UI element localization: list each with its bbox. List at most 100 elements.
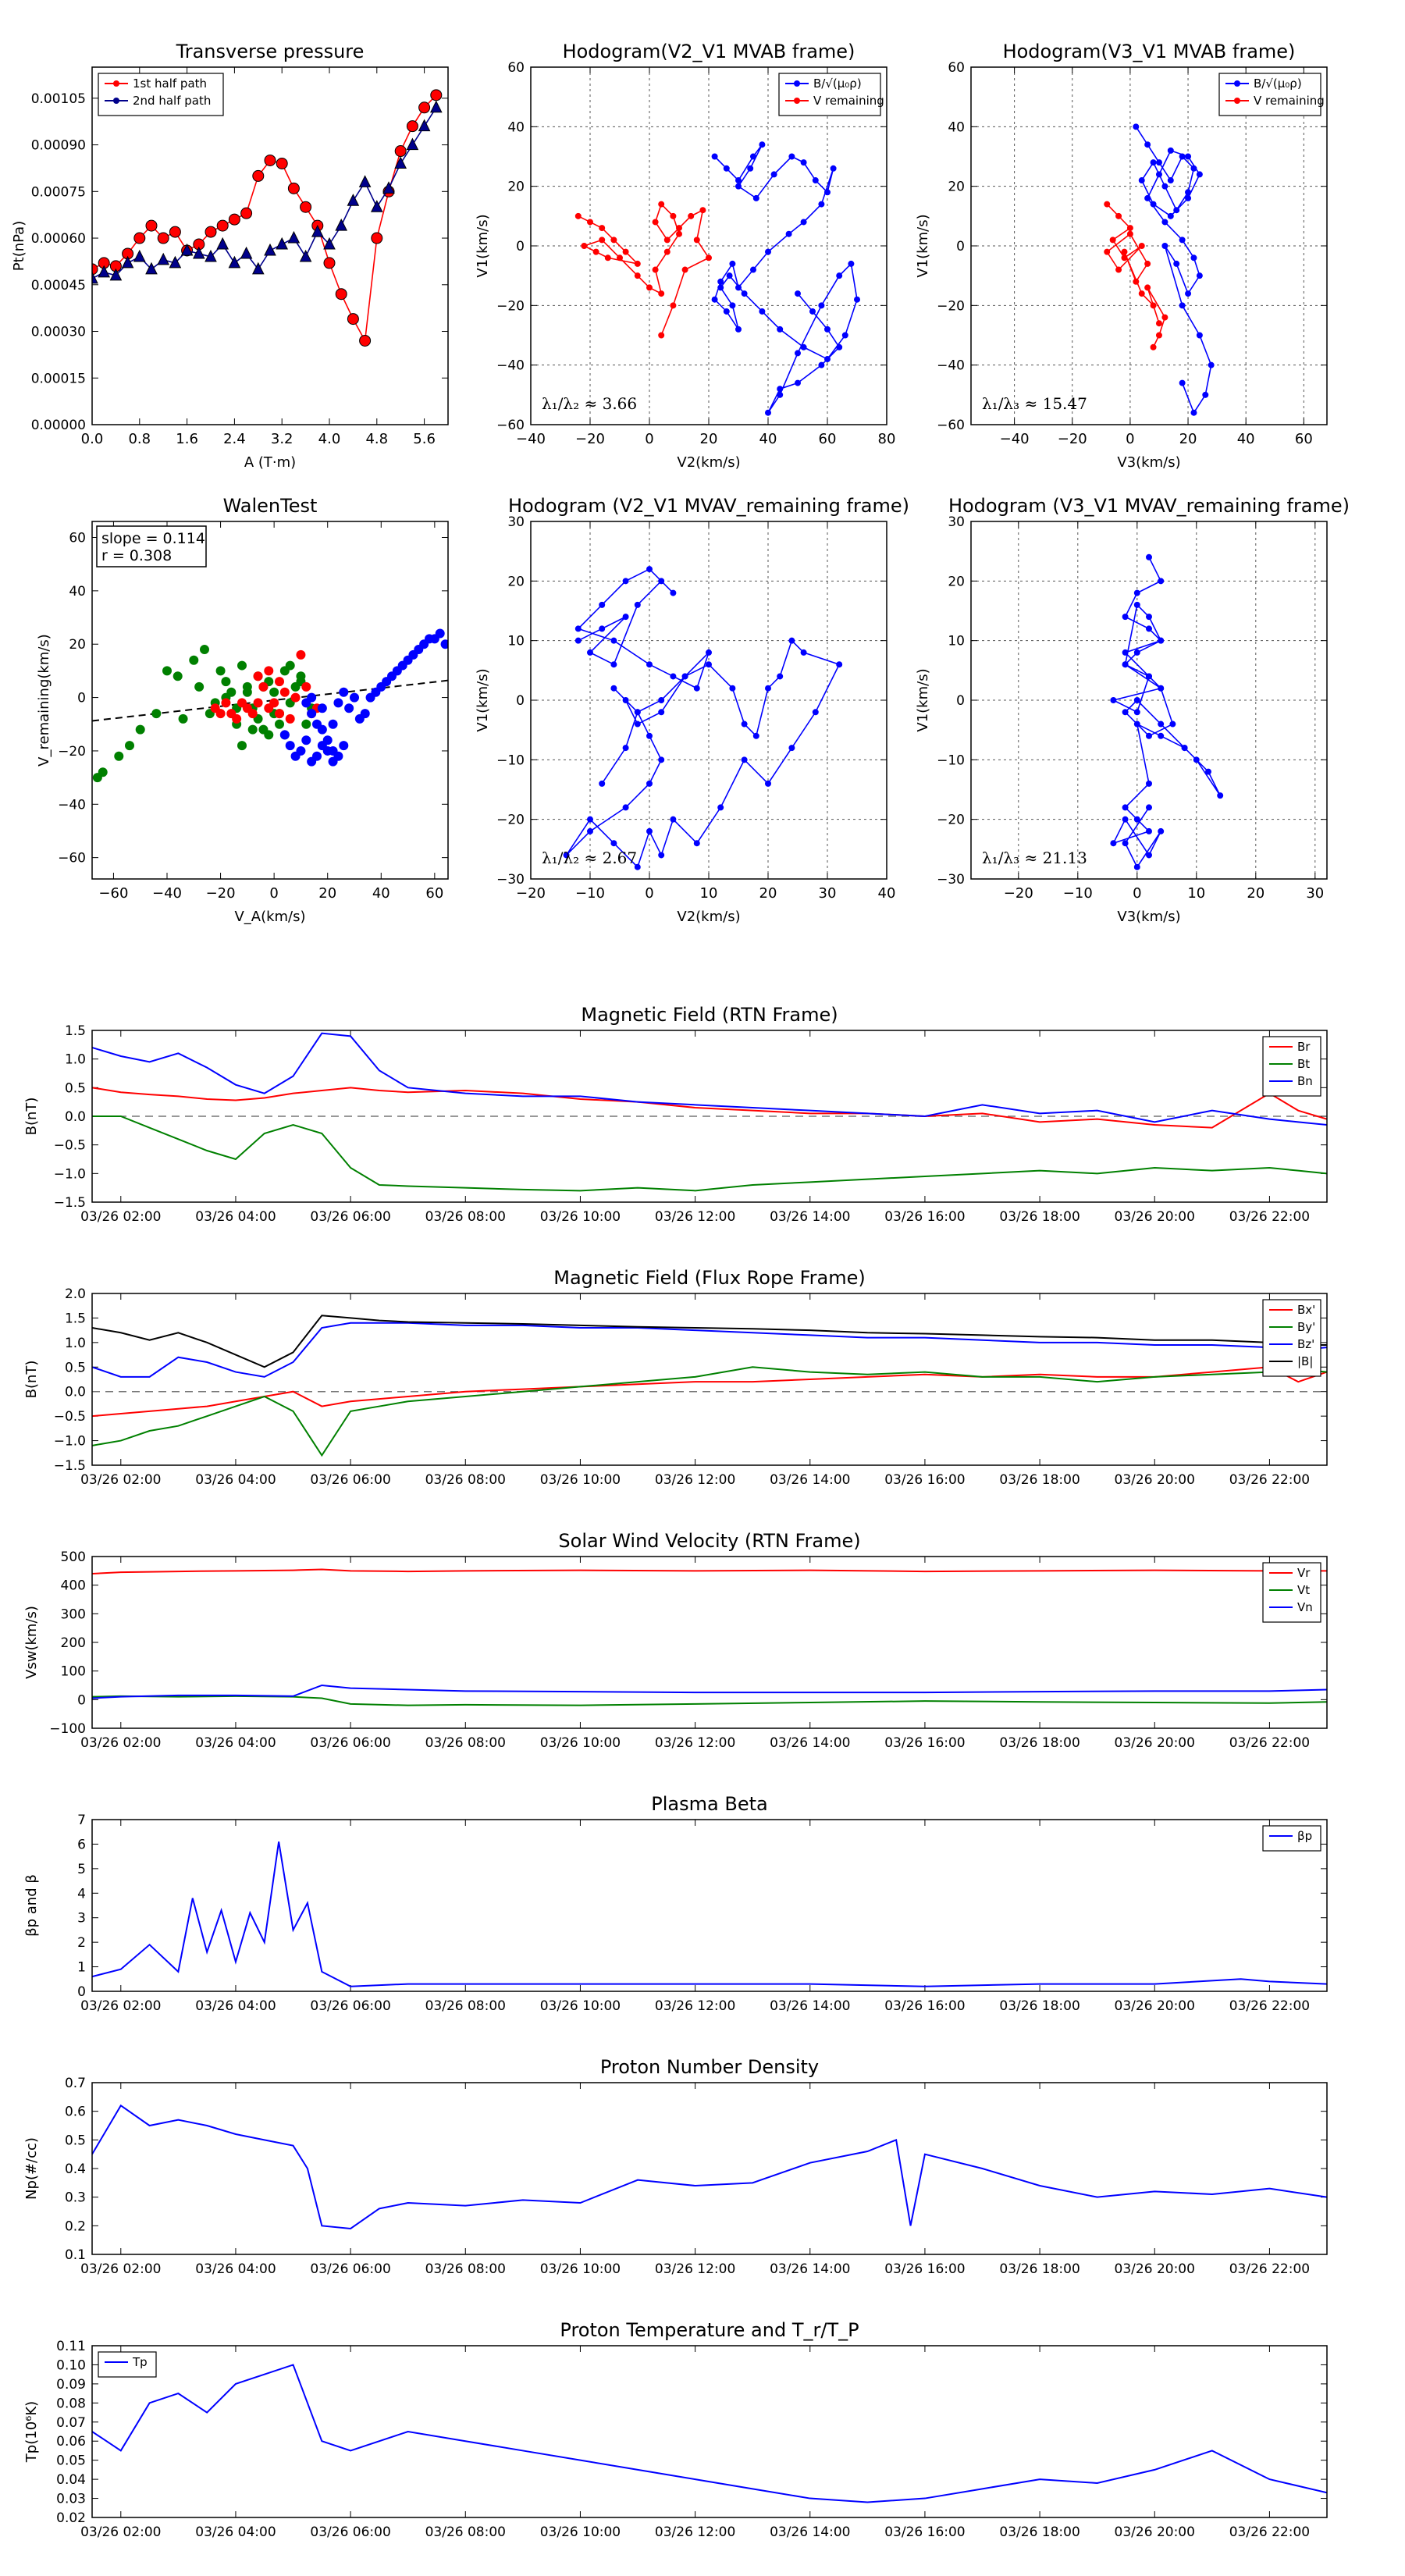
x-tick-label: 03/26 12:00 bbox=[655, 2261, 735, 2277]
data-point bbox=[92, 271, 98, 284]
x-tick-label: 40 bbox=[1237, 431, 1255, 447]
x-tick-label: −10 bbox=[1063, 885, 1093, 902]
x-tick-label: 03/26 06:00 bbox=[310, 1998, 390, 2014]
y-tick-label: 40 bbox=[507, 119, 525, 135]
y-tick-label: −60 bbox=[58, 851, 86, 866]
data-point bbox=[563, 852, 570, 859]
x-tick-label: 03/26 12:00 bbox=[655, 1735, 735, 1751]
x-tick-label: 03/26 02:00 bbox=[80, 1735, 161, 1751]
x-tick-label: 03/26 22:00 bbox=[1229, 1735, 1310, 1751]
data-point bbox=[574, 625, 582, 632]
x-tick-label: 03/26 14:00 bbox=[770, 1209, 850, 1225]
plot-area bbox=[1110, 553, 1224, 870]
data-point bbox=[269, 698, 279, 708]
data-point bbox=[1133, 123, 1140, 130]
data-point bbox=[1179, 302, 1186, 309]
y-tick-label: −20 bbox=[496, 813, 525, 828]
data-point bbox=[604, 254, 611, 262]
y-tick-label: 0.10 bbox=[56, 2357, 86, 2373]
y-tick-label: 20 bbox=[507, 180, 525, 195]
data-point bbox=[836, 661, 843, 668]
data-point bbox=[1146, 852, 1152, 859]
data-point bbox=[610, 840, 617, 847]
y-tick-label: −1.5 bbox=[54, 1195, 86, 1211]
legend-box bbox=[1218, 73, 1321, 116]
data-point bbox=[848, 260, 855, 267]
y-tick-label: 0.0 bbox=[65, 1109, 86, 1125]
x-tick-label: 03/26 10:00 bbox=[540, 1472, 621, 1488]
y-axis-label: V1(km/s) bbox=[475, 668, 491, 731]
x-tick-label: −40 bbox=[152, 885, 182, 902]
data-point bbox=[617, 254, 623, 262]
data-point bbox=[333, 698, 343, 708]
data-point bbox=[145, 219, 158, 232]
y-tick-label: 0.05 bbox=[56, 2453, 86, 2469]
data-point bbox=[125, 741, 134, 751]
data-point bbox=[670, 816, 677, 823]
data-point bbox=[1122, 661, 1129, 668]
x-tick-label: 03/26 14:00 bbox=[770, 1472, 850, 1488]
data-point bbox=[228, 213, 240, 226]
legend-label: Vn bbox=[1297, 1600, 1313, 1614]
x-tick-label: 03/26 18:00 bbox=[999, 2261, 1080, 2277]
data-point bbox=[1193, 756, 1200, 763]
plot-area bbox=[92, 1841, 1327, 1987]
data-point bbox=[344, 703, 354, 713]
chart-title: Magnetic Field (RTN Frame) bbox=[581, 1004, 838, 1026]
data-point bbox=[809, 308, 816, 315]
legend-marker bbox=[113, 80, 119, 87]
data-point bbox=[587, 219, 593, 226]
y-tick-label: −1.0 bbox=[54, 1166, 86, 1182]
y-tick-label: −20 bbox=[937, 813, 965, 828]
series-line-hodogram bbox=[1112, 557, 1221, 869]
x-tick-label: 03/26 20:00 bbox=[1115, 1735, 1195, 1751]
legend-marker bbox=[1234, 80, 1240, 87]
data-point bbox=[711, 153, 718, 160]
x-tick-label: 03/26 14:00 bbox=[770, 1998, 850, 2014]
data-point bbox=[1150, 302, 1157, 309]
x-tick-label: 03/26 10:00 bbox=[540, 2261, 621, 2277]
data-point bbox=[622, 248, 629, 255]
y-tick-label: 3 bbox=[77, 1911, 86, 1927]
series-line-B bbox=[1135, 126, 1212, 415]
data-point bbox=[1158, 827, 1165, 834]
legend-box bbox=[98, 73, 224, 116]
y-tick-label: 0.7 bbox=[65, 2076, 86, 2091]
legend-label: βp bbox=[1297, 1829, 1312, 1843]
data-point bbox=[574, 212, 582, 219]
data-point bbox=[1150, 343, 1157, 350]
y-tick-label: −100 bbox=[49, 1721, 86, 1737]
data-point bbox=[750, 266, 756, 273]
x-tick-label: 03/26 22:00 bbox=[1229, 2524, 1310, 2540]
y-tick-label: 30 bbox=[948, 514, 965, 530]
x-tick-label: 2.4 bbox=[223, 431, 246, 447]
x-tick-label: 03/26 02:00 bbox=[80, 2524, 161, 2540]
legend-marker bbox=[794, 98, 800, 104]
series-line-p bbox=[92, 1841, 1327, 1987]
data-point bbox=[180, 243, 194, 256]
y-tick-label: 0.00090 bbox=[31, 138, 86, 154]
x-tick-label: 3.2 bbox=[271, 431, 293, 447]
x-tick-label: 03/26 16:00 bbox=[884, 1472, 965, 1488]
x-tick-label: 60 bbox=[819, 431, 837, 447]
data-point bbox=[735, 326, 742, 333]
y-tick-label: 0 bbox=[77, 1692, 86, 1708]
data-point bbox=[622, 745, 629, 752]
x-tick-label: 03/26 14:00 bbox=[770, 1735, 850, 1751]
data-point bbox=[681, 673, 688, 680]
panel-tp: 0.0 0.8 1.6 2.4 3.2 4.0 4.8 5.6 0.00000 0.00015 0.… bbox=[11, 41, 449, 471]
chart-title: Hodogram(V3_V1 MVAB frame) bbox=[1003, 41, 1296, 62]
data-point bbox=[681, 266, 688, 273]
x-tick-label: −20 bbox=[1058, 431, 1087, 447]
data-point bbox=[240, 246, 253, 259]
data-point bbox=[264, 243, 276, 256]
data-point bbox=[1122, 840, 1129, 847]
panel-ts_beta: 03/26 02:00 03/26 04:00 03/26 06:00 03/26 0… bbox=[23, 1793, 1328, 2014]
data-point bbox=[1109, 237, 1116, 244]
axes-frame bbox=[91, 66, 449, 425]
data-point bbox=[135, 724, 145, 735]
data-point bbox=[333, 751, 343, 761]
data-point bbox=[1155, 320, 1162, 327]
data-point bbox=[145, 262, 158, 275]
